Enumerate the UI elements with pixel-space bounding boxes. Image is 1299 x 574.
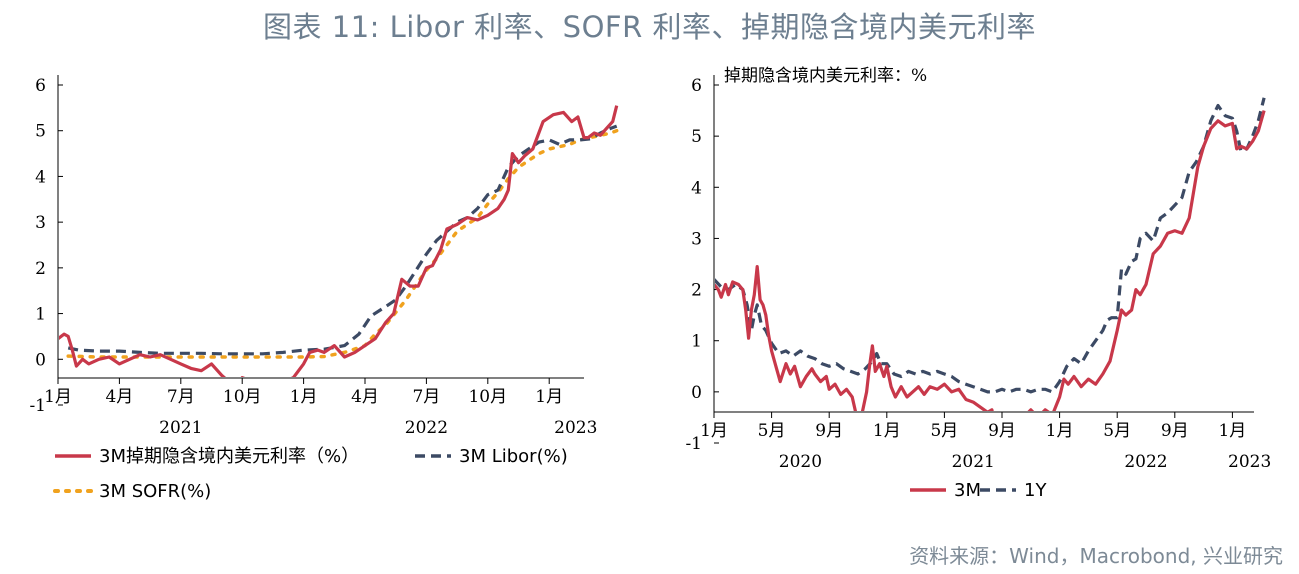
- y-tick-label: 3: [35, 213, 46, 233]
- y-tick-label: 5: [35, 122, 46, 142]
- chart-libor-sofr-swap: -1 0 1 2 3 4 5 6 1月 4月 7月 10月 1月 4月 7月 10月 1月 2021 2022 202…: [29, 75, 619, 502]
- x-tick-label: 10月: [223, 387, 262, 407]
- chart-title: 掉期隐含境内美元利率：%: [724, 66, 927, 86]
- series-line-1y: [715, 97, 1266, 394]
- legend-label: 3M SOFR(%): [99, 481, 211, 502]
- legend-label: 1Y: [1024, 480, 1047, 501]
- series-line-3m-: [59, 105, 619, 377]
- x-tick-label: 9月: [1161, 421, 1189, 441]
- x-tick-label: 7月: [167, 387, 195, 407]
- series-line-3m-libor-: [67, 124, 618, 356]
- x-tick-label: 10月: [468, 387, 507, 407]
- legend-label: 3M Libor(%): [459, 446, 568, 467]
- x-tick-label: 1月: [44, 387, 72, 407]
- x-tick-label: 4月: [351, 387, 379, 407]
- y-tick-label: 6: [691, 76, 702, 96]
- x-tick-label: 4月: [105, 387, 133, 407]
- x-tick-label: 5月: [930, 421, 958, 441]
- y-tick-label: 0: [35, 350, 46, 370]
- x-tick-label: 1月: [700, 421, 728, 441]
- y-tick-label: 2: [691, 281, 702, 301]
- x-tick-label: 9月: [988, 421, 1016, 441]
- x-tick-label: 7月: [412, 387, 440, 407]
- year-label: 2021: [952, 452, 995, 472]
- x-tick-label: 1月: [873, 421, 901, 441]
- x-tick-label: 1月: [535, 387, 563, 407]
- y-tick-label: 5: [691, 127, 702, 147]
- y-tick-label: 3: [691, 229, 702, 249]
- y-tick-label: 1: [691, 332, 702, 352]
- y-tick-label: -1: [29, 396, 46, 416]
- y-tick-label: 0: [691, 383, 702, 403]
- chart-swap-implied-rate: -1 0 1 2 3 4 5 6 1月 5月 9月 1月 5月 9月 1月 5月 9月 1月 2020 2021 202…: [685, 66, 1271, 501]
- x-tick-label: 1月: [1046, 421, 1074, 441]
- x-tick-label: 1月: [1218, 421, 1246, 441]
- y-tick-label: -1: [685, 434, 702, 454]
- y-tick-label: 2: [35, 259, 46, 279]
- legend-label: 3M: [954, 480, 981, 501]
- y-tick-label: 1: [35, 305, 46, 325]
- x-tick-label: 9月: [815, 421, 843, 441]
- year-label: 2020: [779, 452, 822, 472]
- page-title: 图表 11: Libor 利率、SOFR 利率、掉期隐含境内美元利率: [263, 10, 1036, 44]
- x-tick-label: 1月: [290, 387, 318, 407]
- series-line-3m: [715, 110, 1266, 411]
- year-label: 2022: [1124, 452, 1167, 472]
- y-tick-label: 4: [35, 167, 46, 187]
- series-line-3m-sofr-: [66, 128, 619, 359]
- y-tick-label: 6: [35, 76, 46, 96]
- year-label: 2023: [1228, 452, 1271, 472]
- year-label: 2023: [554, 418, 597, 438]
- source-note: 资料来源：Wind，Macrobond, 兴业研究: [909, 544, 1283, 568]
- legend-label: 3M掉期隐含境内美元利率（%）: [99, 446, 359, 467]
- year-label: 2022: [405, 418, 448, 438]
- x-tick-label: 5月: [758, 421, 786, 441]
- y-tick-label: 4: [691, 178, 702, 198]
- year-label: 2021: [159, 418, 202, 438]
- x-tick-label: 5月: [1103, 421, 1131, 441]
